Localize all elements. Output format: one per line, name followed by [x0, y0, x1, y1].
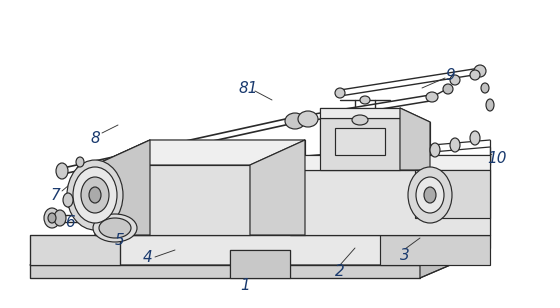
Ellipse shape — [89, 187, 101, 203]
Ellipse shape — [54, 210, 66, 226]
Ellipse shape — [73, 167, 117, 223]
Ellipse shape — [408, 167, 452, 223]
Text: 3: 3 — [400, 248, 410, 262]
Polygon shape — [420, 235, 490, 278]
Text: 2: 2 — [335, 265, 345, 279]
Polygon shape — [400, 108, 430, 170]
Ellipse shape — [335, 88, 345, 98]
Ellipse shape — [81, 177, 109, 213]
Polygon shape — [95, 165, 250, 235]
Polygon shape — [250, 140, 305, 235]
Polygon shape — [335, 128, 385, 155]
Text: 10: 10 — [487, 151, 507, 165]
Polygon shape — [415, 170, 490, 218]
Polygon shape — [290, 155, 490, 170]
Polygon shape — [380, 235, 490, 265]
Polygon shape — [95, 140, 305, 165]
Ellipse shape — [416, 177, 444, 213]
Text: 5: 5 — [115, 233, 125, 248]
Ellipse shape — [56, 163, 68, 179]
Text: 8: 8 — [90, 131, 100, 145]
Ellipse shape — [360, 96, 370, 104]
Ellipse shape — [474, 65, 486, 77]
Text: 81: 81 — [238, 80, 258, 95]
Polygon shape — [95, 140, 150, 235]
Ellipse shape — [430, 143, 440, 157]
Ellipse shape — [298, 111, 318, 127]
Ellipse shape — [44, 208, 60, 228]
Polygon shape — [320, 108, 400, 118]
Polygon shape — [230, 250, 290, 278]
Polygon shape — [320, 118, 400, 170]
Ellipse shape — [424, 187, 436, 203]
Ellipse shape — [450, 138, 460, 152]
Ellipse shape — [63, 193, 73, 207]
Text: 1: 1 — [240, 278, 250, 293]
Ellipse shape — [470, 131, 480, 145]
Ellipse shape — [470, 70, 480, 80]
Text: 4: 4 — [143, 250, 153, 265]
Ellipse shape — [450, 75, 460, 85]
Ellipse shape — [93, 214, 137, 242]
Ellipse shape — [76, 157, 84, 167]
Ellipse shape — [443, 84, 453, 94]
Ellipse shape — [285, 113, 305, 129]
Ellipse shape — [352, 115, 368, 125]
Polygon shape — [30, 265, 420, 278]
Ellipse shape — [48, 213, 56, 223]
Polygon shape — [30, 235, 120, 265]
Text: 6: 6 — [65, 214, 75, 229]
Ellipse shape — [99, 218, 131, 238]
Text: 9: 9 — [445, 67, 455, 83]
Polygon shape — [30, 235, 490, 265]
Ellipse shape — [67, 160, 123, 230]
Ellipse shape — [486, 99, 494, 111]
Text: 7: 7 — [50, 188, 60, 202]
Ellipse shape — [481, 83, 489, 93]
Ellipse shape — [426, 92, 438, 102]
Polygon shape — [290, 170, 490, 235]
